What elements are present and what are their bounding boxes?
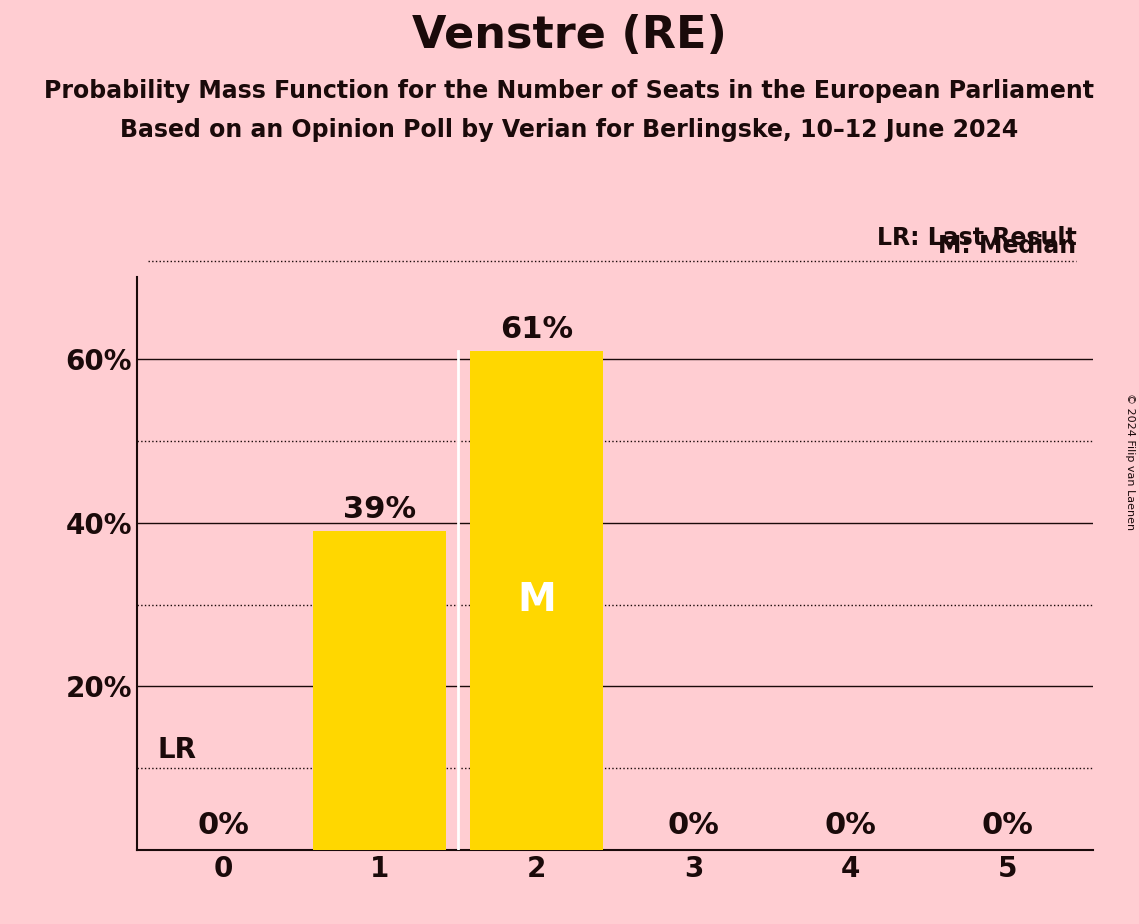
- Text: M: M: [517, 581, 556, 619]
- Text: Venstre (RE): Venstre (RE): [412, 14, 727, 57]
- Text: 0%: 0%: [825, 811, 876, 840]
- Text: © 2024 Filip van Laenen: © 2024 Filip van Laenen: [1125, 394, 1134, 530]
- Text: LR: Last Result: LR: Last Result: [877, 226, 1076, 250]
- Text: Based on an Opinion Poll by Verian for Berlingske, 10–12 June 2024: Based on an Opinion Poll by Verian for B…: [121, 118, 1018, 142]
- Text: LR: LR: [157, 736, 196, 764]
- Text: 0%: 0%: [981, 811, 1033, 840]
- Text: 39%: 39%: [343, 495, 417, 524]
- Text: 61%: 61%: [500, 315, 573, 345]
- Bar: [313, 531, 446, 850]
- Text: 0%: 0%: [667, 811, 720, 840]
- Text: Probability Mass Function for the Number of Seats in the European Parliament: Probability Mass Function for the Number…: [44, 79, 1095, 103]
- Text: 0%: 0%: [197, 811, 249, 840]
- Text: M: Median: M: Median: [939, 234, 1076, 258]
- Bar: [470, 351, 604, 850]
